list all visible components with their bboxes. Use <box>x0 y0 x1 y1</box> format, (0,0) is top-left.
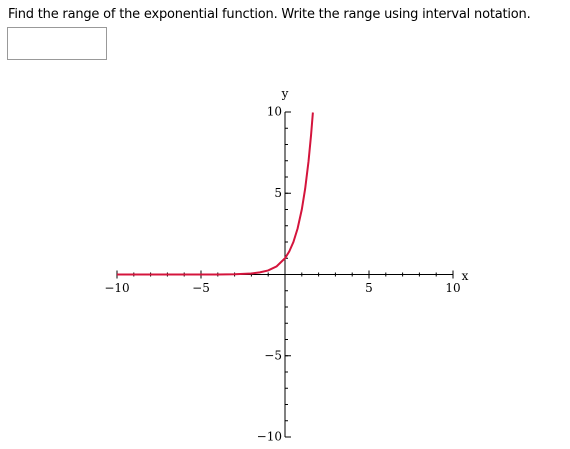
y-tick-label: 5 <box>274 186 282 200</box>
x-axis-label: x <box>462 269 469 283</box>
x-tick-label: −10 <box>104 281 129 295</box>
curve <box>117 112 314 276</box>
answer-input[interactable] <box>7 27 107 60</box>
x-tick-label: −5 <box>192 281 210 295</box>
y-tick-label: −10 <box>257 430 282 444</box>
y-tick-label: −5 <box>264 348 282 362</box>
x-tick-label: 5 <box>365 281 373 295</box>
y-tick-label: 10 <box>267 105 282 119</box>
y-axis-label: y <box>281 87 289 101</box>
question-text: Find the range of the exponential functi… <box>8 7 531 22</box>
x-tick-label: 10 <box>445 281 460 295</box>
